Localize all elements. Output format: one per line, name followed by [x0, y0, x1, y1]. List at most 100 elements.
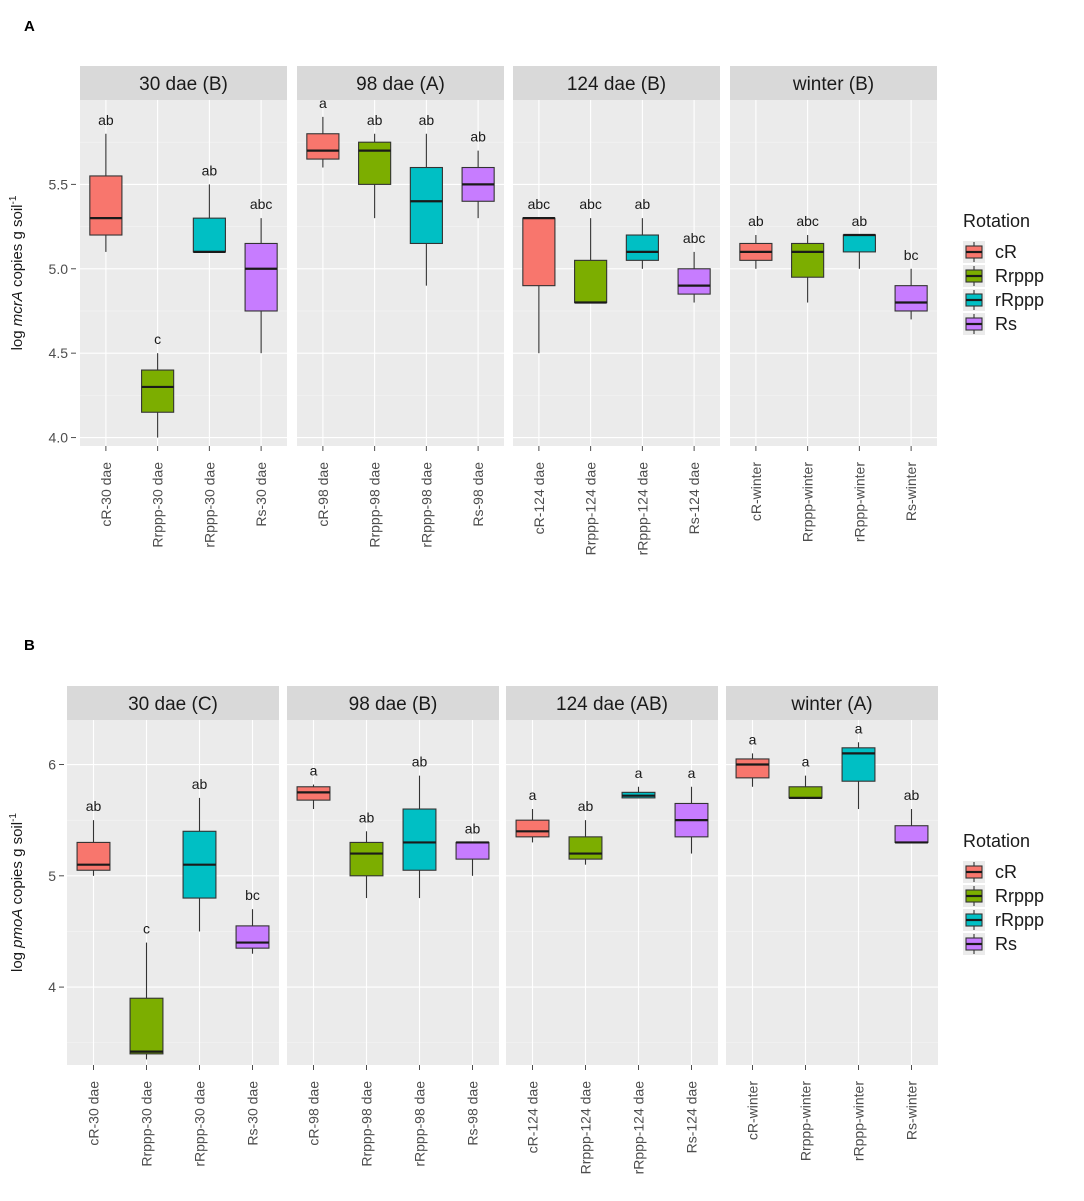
- box-body: [129, 997, 164, 1055]
- significance-letter: a: [749, 731, 757, 747]
- box-cR: a cR-98 dae: [306, 95, 340, 527]
- legend-title: Rotation: [963, 831, 1030, 851]
- facet-plot-area: [287, 720, 499, 1065]
- facet: 98 dae (B) a cR-98 dae ab Rrppp-98 dae ab rRpp…: [287, 686, 499, 1167]
- x-tick-label: Rrppp-98 dae: [359, 1081, 375, 1167]
- panel-letter: A: [24, 18, 35, 35]
- y-tick-label: 5.0: [49, 261, 69, 277]
- x-tick-label: Rs-124 dae: [686, 462, 702, 535]
- y-tick-label: 5.5: [49, 176, 69, 192]
- y-axis-label-prefix: log: [9, 326, 26, 350]
- legend-title: Rotation: [963, 211, 1030, 231]
- box-body: [409, 166, 443, 245]
- box-body: [894, 825, 929, 843]
- x-tick-label: cR-winter: [745, 1081, 761, 1140]
- significance-letter: ab: [367, 112, 383, 128]
- y-axis-label-unit: copies g soil: [9, 205, 26, 292]
- y-tick-label: 4.0: [49, 430, 69, 446]
- x-tick-label: Rs-30 dae: [245, 1081, 261, 1146]
- y-tick-label: 5: [48, 868, 56, 884]
- y-axis-label-prefix: log: [9, 948, 26, 972]
- box-Rs: bc Rs-30 dae: [235, 887, 270, 1146]
- box-body: [894, 285, 928, 312]
- box-body: [306, 133, 340, 160]
- significance-letter: abc: [250, 196, 273, 212]
- legend-label: cR: [995, 242, 1017, 262]
- box-body: [141, 369, 175, 413]
- box-Rrppp: ab Rrppp-124 dae: [568, 798, 603, 1175]
- facet-strip: [80, 66, 287, 100]
- significance-letter: abc: [796, 213, 819, 229]
- box-Rs: abc Rs-124 dae: [677, 230, 711, 535]
- box-rRppp: ab rRppp-winter: [842, 213, 876, 542]
- facet-title: 30 dae (B): [139, 74, 228, 95]
- box-rRppp: ab rRppp-98 dae: [409, 112, 443, 548]
- facet: 30 dae (C) ab cR-30 dae c Rrppp-30 dae ab rRpp…: [67, 686, 279, 1167]
- y-axis-label: log pmoA copies g soil-1: [8, 813, 26, 972]
- box-cR: abc cR-124 dae: [522, 196, 556, 534]
- legend-item-cR: cR: [963, 861, 1017, 883]
- y-axis-label-exponent: -1: [8, 813, 19, 822]
- x-tick-label: cR-winter: [748, 462, 764, 521]
- legend: Rotation cR Rrppp rRppp Rs: [963, 211, 1044, 335]
- box-Rrppp: ab Rrppp-98 dae: [349, 809, 384, 1167]
- box-body: [296, 786, 331, 801]
- x-tick-label: rRppp-30 dae: [192, 1081, 208, 1167]
- x-tick-label: Rrppp-30 dae: [139, 1081, 155, 1167]
- significance-letter: a: [688, 765, 696, 781]
- box-cR: ab cR-30 dae: [89, 112, 123, 527]
- significance-letter: a: [855, 720, 863, 736]
- box-body: [402, 808, 437, 871]
- box-body: [235, 925, 270, 949]
- box-cR: ab cR-30 dae: [76, 798, 111, 1146]
- box-Rs: a Rs-124 dae: [674, 765, 709, 1153]
- box-rRppp: a rRppp-winter: [841, 720, 876, 1161]
- significance-letter: ab: [578, 798, 594, 814]
- y-axis-label: log mcrA copies g soil-1: [8, 195, 26, 350]
- box-Rs: bc Rs-winter: [894, 247, 928, 521]
- x-tick-label: Rrppp-124 dae: [578, 1081, 594, 1175]
- facet: 98 dae (A) a cR-98 dae ab Rrppp-98 dae ab rRpp…: [297, 66, 504, 548]
- box-rRppp: ab rRppp-30 dae: [192, 162, 226, 548]
- box-Rrppp: a Rrppp-winter: [788, 754, 823, 1161]
- y-axis-label-gene: mcrA: [9, 291, 26, 326]
- box-body: [349, 841, 384, 877]
- x-tick-label: rRppp-98 dae: [412, 1081, 428, 1167]
- y-axis-label-gene: pmoA: [9, 909, 26, 949]
- box-body: [455, 841, 490, 860]
- box-rRppp: ab rRppp-30 dae: [182, 776, 217, 1167]
- panel-letter: B: [24, 637, 35, 654]
- y-axis-label-unit: copies g soil: [9, 822, 26, 909]
- significance-letter: a: [529, 787, 537, 803]
- box-body: [625, 234, 659, 261]
- legend-item-rRppp: rRppp: [963, 289, 1044, 311]
- box-body: [89, 175, 123, 236]
- significance-letter: bc: [904, 247, 919, 263]
- significance-letter: c: [143, 921, 150, 937]
- box-Rs: abc Rs-30 dae: [244, 196, 278, 527]
- x-tick-label: cR-124 dae: [525, 1081, 541, 1154]
- facet-title: 30 dae (C): [128, 694, 218, 715]
- y-axis-label-exponent: -1: [8, 195, 19, 204]
- legend-item-Rs: Rs: [963, 313, 1017, 335]
- significance-letter: a: [310, 763, 318, 779]
- x-tick-label: cR-98 dae: [315, 462, 331, 527]
- x-tick-label: Rrppp-30 dae: [150, 462, 166, 548]
- box-cR: a cR-winter: [735, 731, 770, 1140]
- facet-title: 98 dae (A): [356, 74, 445, 95]
- x-tick-label: rRppp-124 dae: [631, 1081, 647, 1175]
- significance-letter: c: [154, 331, 161, 347]
- box-rRppp: ab rRppp-98 dae: [402, 754, 437, 1167]
- facet-strip: [67, 686, 279, 720]
- x-tick-label: rRppp-winter: [851, 462, 867, 542]
- box-body: [76, 841, 111, 871]
- facet-strip: [297, 66, 504, 100]
- box-cR: ab cR-winter: [739, 213, 773, 521]
- legend-label: Rs: [995, 934, 1017, 954]
- facet-strip: [730, 66, 937, 100]
- x-tick-label: rRppp-winter: [851, 1081, 867, 1161]
- box-body: [677, 268, 711, 295]
- x-tick-label: cR-30 dae: [86, 1081, 102, 1146]
- facet: winter (A) a cR-winter a Rrppp-winter a rRppp-…: [726, 686, 938, 1161]
